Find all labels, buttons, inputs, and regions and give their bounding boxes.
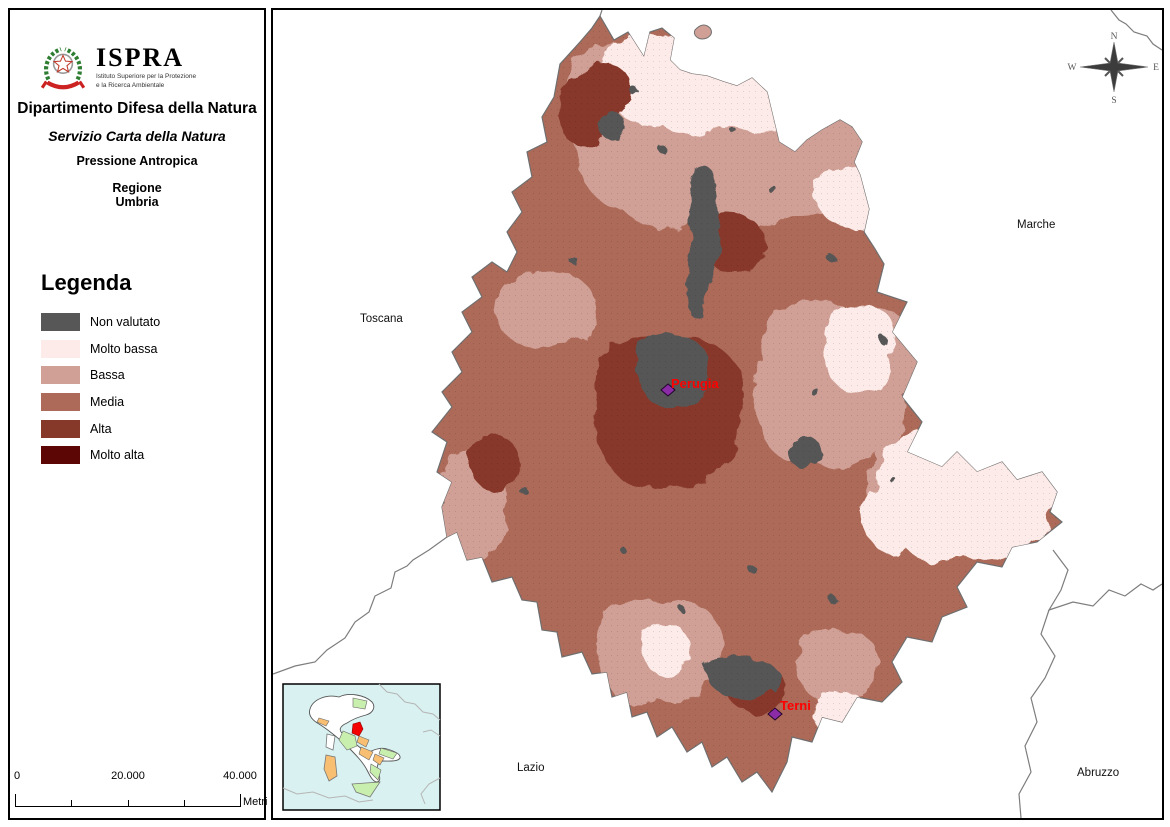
raster-texture (432, 16, 1062, 792)
legend-title: Legenda (41, 270, 132, 295)
inset-context-coastlines (282, 683, 441, 805)
scale-label-40000: 40.000 (223, 770, 257, 782)
legend-item: Non valutato (41, 313, 160, 331)
inset-orange-regions (316, 717, 385, 766)
legend-label: Media (90, 395, 125, 409)
perugia-marker (660, 383, 676, 397)
map-panel: Toscana Marche Lazio Abruzzo Perugia Ter… (271, 8, 1164, 820)
compass-rose-icon: N S E W (1068, 32, 1160, 106)
inset-green-regions (338, 697, 398, 781)
inset-corsica (325, 733, 336, 751)
legend-swatch-non-valutato (41, 313, 80, 331)
legend-label: Non valutato (90, 315, 161, 329)
region-label-toscana: Toscana (360, 313, 403, 325)
ispra-emblem-icon (40, 47, 86, 90)
italy-locator-inset (282, 683, 441, 811)
legend-label: Alta (90, 422, 112, 436)
region-label-marche: Marche (1017, 219, 1055, 231)
inset-sardegna (323, 754, 338, 782)
scale-unit: Metri (243, 796, 268, 808)
neighbor-boundaries (273, 10, 1162, 818)
region-title: Regione Umbria (10, 181, 264, 210)
umbria-exclave (693, 24, 712, 40)
legend-label: Molto bassa (90, 342, 158, 356)
department-title: Dipartimento Difesa della Natura (17, 100, 257, 117)
inset-umbria-highlight (351, 721, 364, 737)
legend-label: Molto alta (90, 448, 145, 462)
legend-item: Bassa (41, 366, 125, 384)
legend-swatch-alta (41, 420, 80, 438)
legend-item: Molto alta (41, 446, 144, 464)
title-legend-panel: ISPRA Istituto Superiore per la Protezio… (8, 8, 268, 820)
scale-label-0: 0 (14, 770, 21, 782)
legend-swatch-molto-alta (41, 446, 80, 464)
compass-n: N (1111, 32, 1118, 42)
compass-w: W (1068, 63, 1077, 73)
city-label-perugia: Perugia (671, 376, 719, 391)
logo-subtitle-line1: Istituto Superiore per la Protezione (96, 73, 197, 81)
umbria-pressure-map: Toscana Marche Lazio Abruzzo Perugia Ter… (273, 10, 1162, 818)
compass-s: S (1111, 96, 1116, 106)
inset-sicilia (351, 781, 381, 798)
region-title-line2: Umbria (115, 195, 159, 210)
region-label-lazio: Lazio (517, 762, 545, 774)
legend-item: Alta (41, 420, 112, 438)
service-title: Servizio Carta della Natura (48, 128, 226, 144)
scale-label-20000: 20.000 (111, 770, 145, 782)
ispra-wordmark: ISPRA (96, 43, 185, 72)
city-label-terni: Terni (780, 698, 811, 713)
legend-swatch-molto-bassa (41, 340, 80, 358)
legend-swatch-bassa (41, 366, 80, 384)
legend-item: Media (41, 393, 124, 411)
map-title: Pressione Antropica (76, 154, 198, 168)
region-label-abruzzo: Abruzzo (1077, 767, 1119, 779)
ispra-logo-text: ISPRA Istituto Superiore per la Protezio… (96, 44, 196, 91)
legend-swatch-media (41, 393, 80, 411)
ispra-logo: ISPRA Istituto Superiore per la Protezio… (40, 44, 196, 94)
scale-bar-line (15, 794, 241, 807)
region-title-line1: Regione (112, 181, 162, 195)
logo-subtitle-line2: e la Ricerca Ambientale (96, 82, 165, 90)
terni-marker (767, 707, 783, 721)
compass-e: E (1153, 63, 1159, 73)
legend-item: Molto bassa (41, 340, 157, 358)
legend-label: Bassa (90, 368, 125, 382)
